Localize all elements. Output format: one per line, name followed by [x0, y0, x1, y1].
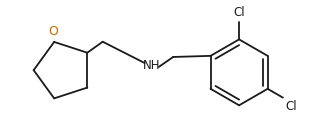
Text: O: O [48, 25, 58, 38]
Text: Cl: Cl [233, 6, 245, 19]
Text: Cl: Cl [285, 100, 297, 113]
Text: NH: NH [142, 59, 160, 72]
